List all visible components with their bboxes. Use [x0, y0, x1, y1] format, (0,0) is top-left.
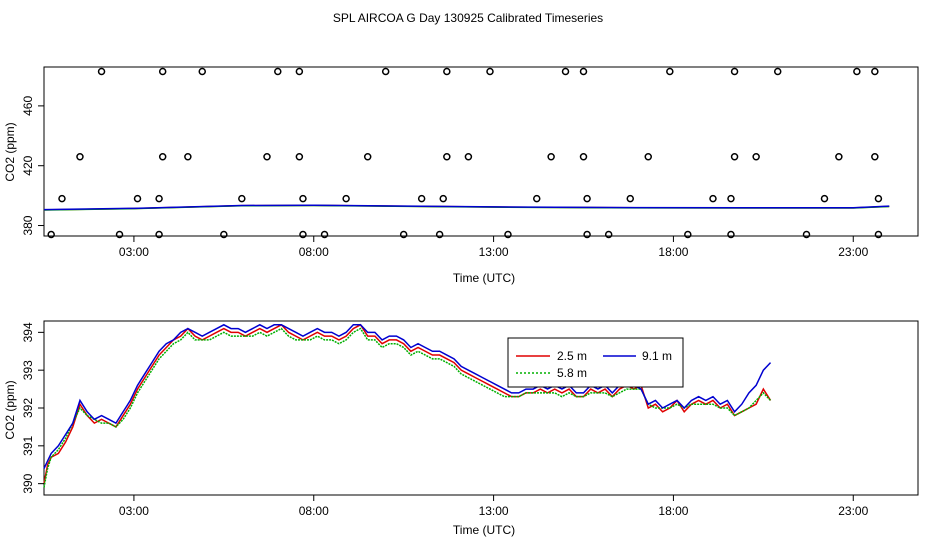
legend-label-5-8m: 5.8 m: [557, 366, 587, 380]
outlier-point: [583, 230, 591, 239]
outlier-point: [874, 194, 883, 203]
outlier-point: [435, 230, 444, 239]
bottom-x-tick-label: 13:00: [479, 504, 509, 518]
outlier-point: [295, 67, 304, 76]
outlier-point: [684, 230, 692, 239]
legend-label-9-1m: 9.1 m: [642, 349, 672, 363]
outlier-point: [626, 194, 635, 203]
outlier-point: [464, 152, 473, 161]
bottom-y-axis-label: CO2 (ppm): [3, 380, 17, 439]
outlier-point: [579, 152, 588, 161]
outlier-point: [299, 230, 307, 239]
outlier-point: [220, 230, 228, 239]
legend-label-2-5m: 2.5 m: [557, 349, 587, 363]
outlier-point: [439, 194, 447, 203]
series-line-9-1-m: [43, 323, 772, 469]
outlier-point: [76, 152, 84, 161]
bottom-y-tick-label: 394: [21, 322, 35, 342]
outlier-point: [320, 230, 329, 239]
outlier-point: [532, 194, 541, 203]
legend-box: [507, 337, 684, 388]
outlier-point: [752, 152, 760, 161]
bottom-y-tick-label: 391: [21, 435, 35, 455]
top-x-tick-label: 18:00: [658, 245, 688, 259]
bottom-y-tick-label: 392: [21, 398, 35, 418]
outlier-point: [363, 152, 372, 161]
outlier-point: [727, 230, 735, 239]
outlier-point: [58, 194, 66, 203]
outlier-point: [47, 230, 55, 239]
bottom-y-tick-label: 393: [21, 360, 35, 380]
top-x-tick-label: 13:00: [479, 245, 509, 259]
outlier-point: [133, 194, 142, 203]
outlier-point: [871, 67, 879, 76]
outlier-point: [583, 194, 591, 203]
outlier-point: [486, 67, 494, 76]
outlier-point: [773, 67, 782, 76]
outlier-point: [835, 152, 843, 161]
bottom-x-tick-label: 23:00: [838, 504, 868, 518]
outlier-point: [263, 152, 271, 161]
outlier-point: [417, 194, 426, 203]
outlier-point: [342, 194, 350, 203]
top-x-tick-label: 08:00: [299, 245, 329, 259]
outlier-point: [198, 67, 207, 76]
bottom-panel: 03:00 08:00 13:00 18:00 23:00 390 391 392 393 39…: [3, 320, 919, 537]
bottom-x-tick-label: 08:00: [299, 504, 329, 518]
bottom-x-tick-label: 18:00: [658, 504, 688, 518]
top-y-axis-label: CO2 (ppm): [3, 122, 17, 181]
outlier-point: [97, 67, 106, 76]
outlier-point: [730, 67, 739, 76]
outlier-point: [871, 152, 879, 161]
outlier-point: [381, 67, 390, 76]
outlier-point: [604, 230, 613, 239]
outlier-point: [399, 230, 408, 239]
outlier-point: [299, 194, 307, 203]
top-baseline-9-1-m: [43, 204, 890, 211]
figure-title: SPL AIRCOA G Day 130925 Calibrated Times…: [333, 11, 603, 25]
outlier-point: [644, 152, 652, 161]
outlier-point: [443, 67, 451, 76]
legend: 2.5 m 9.1 m 5.8 m: [507, 337, 684, 388]
outlier-point: [709, 194, 717, 203]
top-plot-frame: [43, 66, 919, 237]
top-y-tick-label: 380: [21, 215, 35, 235]
outlier-point: [666, 67, 674, 76]
outlier-point: [579, 67, 588, 76]
top-y-tick-label: 460: [21, 96, 35, 116]
top-x-tick-label: 23:00: [838, 245, 868, 259]
outlier-point: [547, 152, 555, 161]
outlier-point: [295, 152, 304, 161]
outlier-point: [820, 194, 829, 203]
outlier-point: [802, 230, 811, 239]
outlier-point: [158, 67, 167, 76]
outlier-point: [238, 194, 246, 203]
top-x-axis-label: Time (UTC): [453, 271, 515, 285]
outlier-point: [853, 67, 861, 76]
outlier-point: [561, 67, 570, 76]
series-line-2-5-m: [43, 323, 772, 484]
outlier-point: [115, 230, 124, 239]
outlier-point: [155, 194, 163, 203]
top-panel: 03:00 08:00 13:00 18:00 23:00 380 420 460 Time…: [3, 66, 919, 285]
outlier-point: [443, 152, 451, 161]
outlier-point: [730, 152, 739, 161]
outlier-point: [155, 230, 163, 239]
outlier-point: [274, 67, 282, 76]
bottom-x-tick-label: 03:00: [119, 504, 149, 518]
top-y-tick-label: 420: [21, 155, 35, 175]
outlier-point: [184, 152, 192, 161]
outlier-point: [158, 152, 167, 161]
bottom-y-tick-label: 390: [21, 473, 35, 493]
outlier-point: [504, 230, 512, 239]
bottom-plot-frame: [43, 320, 919, 496]
top-x-tick-label: 03:00: [119, 245, 149, 259]
outlier-point: [874, 230, 883, 239]
bottom-x-axis-label: Time (UTC): [453, 523, 515, 537]
outlier-point: [727, 194, 735, 203]
